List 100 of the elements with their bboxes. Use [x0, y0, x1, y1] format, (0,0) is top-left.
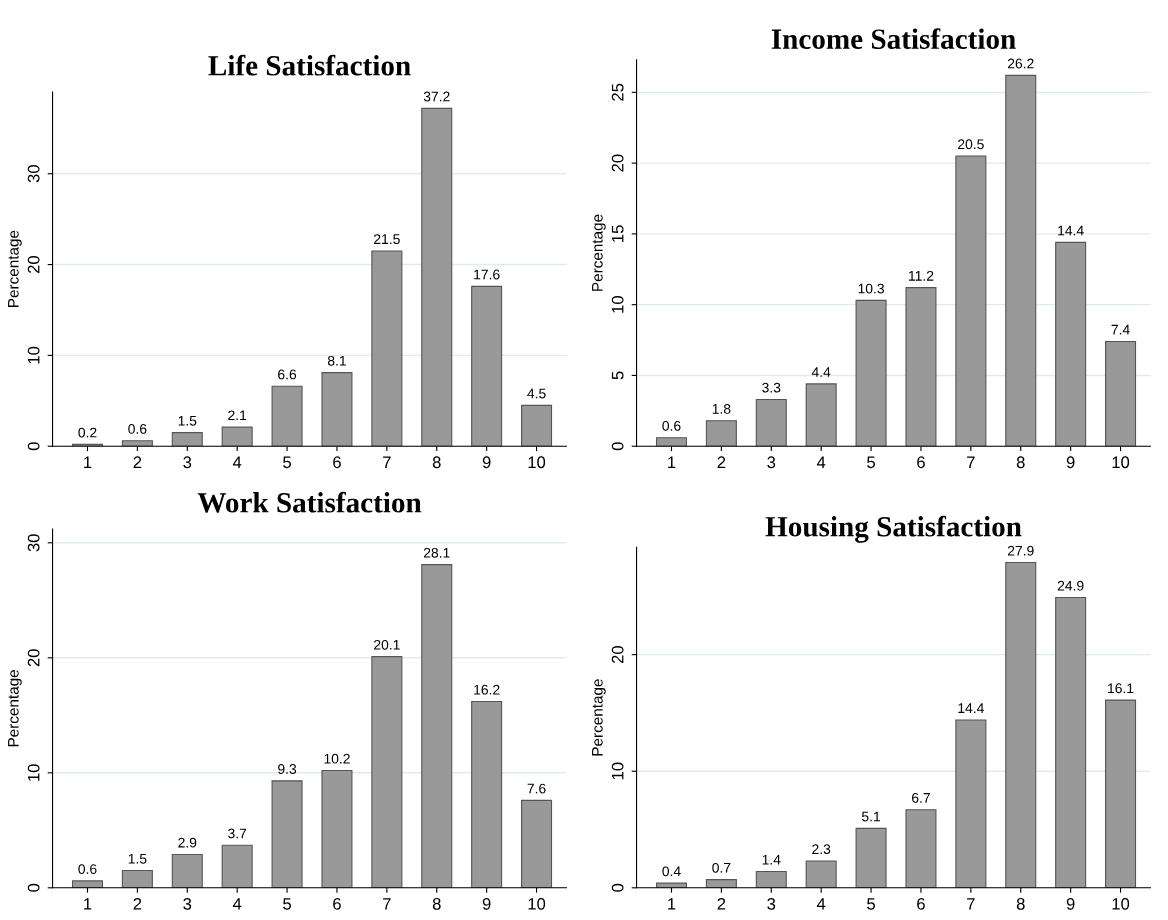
bar [371, 656, 403, 888]
data-label: 14.4 [958, 703, 984, 713]
bar [221, 426, 253, 447]
y-tick-label: 20 [611, 154, 624, 172]
y-axis-title: Percentage [8, 670, 22, 747]
y-tick-label: 10 [611, 296, 624, 313]
x-tick-label: 4 [816, 456, 826, 468]
bar [955, 155, 987, 447]
y-tick-label: 0 [27, 883, 40, 892]
chart-title: Work Satisfaction [197, 491, 422, 513]
x-tick-label: 10 [1112, 897, 1130, 910]
chart-title: Housing Satisfaction [765, 515, 1022, 543]
data-label: 17.6 [474, 269, 500, 280]
x-tick-label: 8 [432, 897, 441, 910]
bar [705, 420, 737, 447]
bar [1055, 596, 1087, 888]
x-tick-label: 7 [383, 456, 391, 468]
data-label: 4.5 [527, 388, 546, 399]
x-tick-label: 9 [1066, 456, 1075, 469]
chart-title: Life Satisfaction [208, 54, 411, 76]
x-tick-label: 8 [1016, 897, 1025, 910]
data-label: 11.2 [909, 270, 934, 281]
bar [71, 880, 104, 888]
x-tick-label: 7 [383, 898, 391, 910]
bar [755, 870, 787, 888]
x-tick-label: 4 [232, 898, 242, 910]
y-tick-label: 10 [611, 762, 624, 780]
x-tick-label: 2 [717, 897, 726, 910]
data-label: 3.3 [762, 382, 781, 393]
y-tick-label: 0 [611, 442, 624, 451]
data-label: 0.2 [78, 427, 97, 438]
x-tick-label: 1 [84, 898, 92, 910]
data-label: 28.1 [423, 547, 450, 558]
x-tick-label: 2 [717, 456, 726, 468]
bar [955, 719, 987, 888]
chart-title: Income Satisfaction [771, 28, 1016, 49]
bar [321, 372, 353, 447]
x-tick-label: 3 [183, 897, 192, 910]
x-tick-label: 10 [528, 456, 546, 469]
data-label: 37.2 [423, 91, 450, 102]
x-tick-label: 8 [1016, 456, 1025, 469]
bar [521, 799, 553, 888]
x-tick-label: 10 [1112, 456, 1130, 469]
data-label: 1.5 [178, 415, 197, 426]
x-tick-label: 3 [767, 897, 776, 910]
y-tick-label: 20 [611, 646, 624, 664]
bar [1105, 699, 1137, 888]
data-label: 16.1 [1108, 683, 1134, 694]
bar [471, 285, 503, 447]
data-label: 16.2 [474, 684, 500, 695]
bar [905, 809, 937, 888]
data-label: 5.1 [861, 811, 881, 822]
data-label: 0.7 [712, 862, 731, 873]
bar [171, 853, 203, 888]
bar [271, 385, 303, 447]
x-tick-label: 6 [333, 897, 341, 910]
y-tick-label: 30 [27, 165, 40, 183]
x-tick-label: 9 [482, 897, 491, 910]
bar [755, 398, 787, 447]
y-tick-label: 0 [611, 883, 624, 892]
bar [705, 879, 737, 888]
bar [855, 299, 887, 447]
bar [171, 432, 203, 447]
x-tick-label: 6 [333, 456, 341, 469]
x-tick-label: 6 [917, 897, 925, 910]
data-label: 4.4 [811, 367, 831, 377]
data-label: 10.3 [858, 283, 884, 294]
data-label: 2.3 [812, 844, 831, 855]
x-tick-label: 5 [283, 456, 291, 469]
data-label: 27.9 [1007, 545, 1034, 556]
data-label: 24.9 [1057, 580, 1084, 591]
data-label: 20.5 [958, 139, 984, 150]
x-tick-label: 5 [283, 898, 291, 910]
bar [421, 107, 453, 447]
bar [1005, 74, 1037, 447]
y-tick-label: 10 [27, 764, 40, 781]
bar [321, 769, 353, 888]
y-tick-label: 5 [611, 371, 624, 380]
data-label: 20.1 [374, 639, 400, 650]
x-tick-label: 8 [432, 456, 441, 469]
y-tick-label: 20 [27, 255, 40, 273]
bar [121, 440, 153, 447]
x-tick-label: 3 [767, 456, 776, 469]
x-tick-label: 7 [967, 456, 975, 468]
y-axis-title: Percentage [592, 214, 606, 291]
data-label: 7.4 [1111, 324, 1130, 335]
x-tick-label: 4 [232, 456, 242, 468]
bar [1005, 561, 1037, 888]
data-label: 6.7 [912, 792, 930, 803]
x-tick-label: 1 [668, 898, 676, 910]
data-label: 21.5 [374, 234, 400, 245]
x-tick-label: 5 [867, 456, 875, 469]
bar [655, 882, 688, 888]
x-tick-label: 2 [133, 456, 142, 468]
data-label: 0.6 [128, 424, 147, 434]
data-label: 1.8 [712, 403, 731, 414]
y-tick-label: 15 [611, 225, 624, 242]
x-tick-label: 9 [482, 456, 491, 469]
x-tick-label: 10 [528, 897, 546, 910]
data-label: 2.1 [228, 410, 247, 421]
